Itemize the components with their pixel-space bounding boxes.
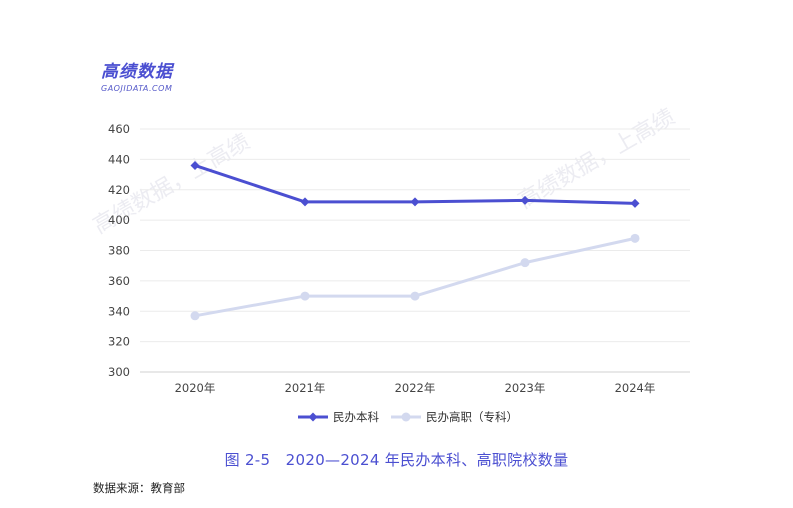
- data-point: [630, 233, 640, 243]
- y-tick-label: 400: [108, 213, 130, 227]
- data-point: [190, 160, 200, 170]
- y-tick-label: 380: [108, 244, 130, 258]
- data-point: [410, 197, 420, 207]
- y-tick-label: 420: [108, 183, 130, 197]
- data-point: [190, 311, 200, 321]
- legend-marker: [308, 412, 318, 422]
- y-tick-label: 440: [108, 152, 130, 166]
- data-point: [520, 258, 530, 268]
- x-tick-label: 2022年: [395, 381, 436, 395]
- x-tick-label: 2023年: [505, 381, 546, 395]
- data-point: [300, 197, 310, 207]
- legend-label: 民办高职（专科）: [426, 410, 518, 424]
- series-line: [194, 236, 636, 318]
- logo-name: 高绩数据: [101, 62, 173, 82]
- data-point: [410, 291, 420, 301]
- data-point: [300, 291, 310, 301]
- data-point: [520, 195, 530, 205]
- x-tick-label: 2020年: [175, 381, 216, 395]
- figure-caption: 图 2-5 2020—2024 年民办本科、高职院校数量: [224, 451, 569, 469]
- legend-label: 民办本科: [333, 410, 379, 424]
- y-tick-label: 360: [108, 274, 130, 288]
- legend-marker: [401, 412, 411, 422]
- y-tick-label: 300: [108, 365, 130, 379]
- y-tick-label: 320: [108, 335, 130, 349]
- x-tick-label: 2024年: [615, 381, 656, 395]
- x-tick-label: 2021年: [285, 381, 326, 395]
- y-tick-label: 340: [108, 304, 130, 318]
- logo: 高绩数据 GAOJIDATA.COM: [101, 62, 173, 93]
- data-source: 数据来源：教育部: [93, 481, 185, 495]
- data-point: [630, 198, 640, 208]
- y-tick-label: 460: [108, 122, 130, 136]
- logo-domain: GAOJIDATA.COM: [101, 84, 173, 93]
